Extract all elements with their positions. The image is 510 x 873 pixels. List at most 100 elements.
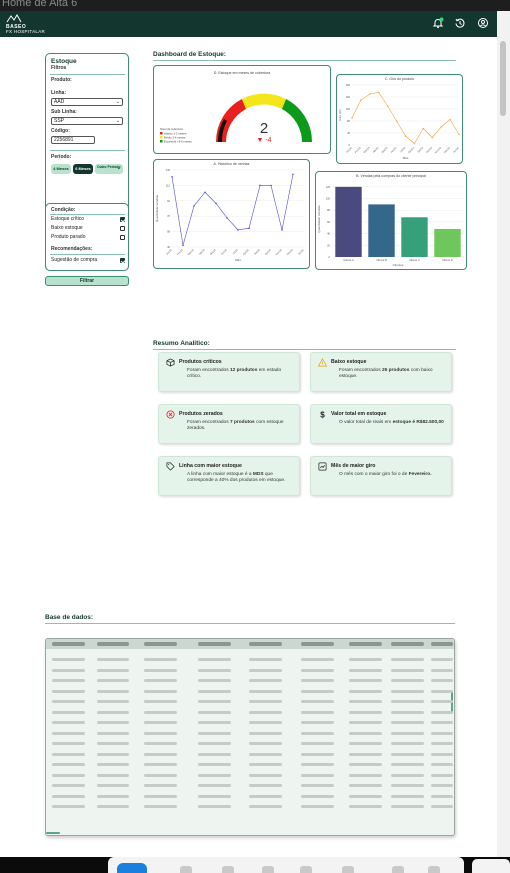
table-row[interactable] [46,658,454,662]
table-row[interactable] [46,721,454,725]
table-header-cell[interactable] [198,642,231,646]
table-row[interactable] [46,731,454,736]
table-row[interactable] [46,700,454,704]
checkbox[interactable] [120,235,125,240]
summary-card-stock-value: $ Valor total em estoque O valor total d… [310,404,452,444]
period-6-months-button[interactable]: 6 Meses [73,164,93,174]
data-point [431,136,434,139]
x-tick-label: Mai/23 [381,146,389,154]
table-row[interactable] [46,742,454,746]
taskbar-app-icon[interactable] [222,866,234,873]
summary-card-low-stock: Baixo estoque Foram encontrados 25 produ… [310,352,452,392]
svg-text:$: $ [320,411,325,419]
history-icon[interactable] [454,17,466,29]
taskbar-app-icon[interactable] [262,866,274,873]
table-row[interactable] [46,784,454,788]
warning-icon [318,358,327,367]
checkbox[interactable] [120,226,125,231]
table-row[interactable] [46,752,454,757]
table-cell [97,794,129,798]
table-cell [349,773,382,777]
taskbar-center [108,857,464,873]
checkbox-checked[interactable] [120,258,125,263]
table-cell [301,794,334,798]
table-cell [431,700,453,703]
table-cell [349,731,382,735]
condition-produto-parado[interactable]: Produto parado [51,234,125,242]
table-header-cell[interactable] [52,642,85,646]
period-4-months-button[interactable]: 4 Meses [51,164,71,174]
table-cell [431,658,453,661]
x-tick-label: Jan/24 [453,146,461,154]
table-cell [249,773,282,777]
filter-panel-subtitle: Filtros [51,65,67,71]
gauge-legend-item: Excelente +5-6 meses [164,139,192,143]
taskbar-app-icon[interactable] [180,866,192,873]
data-point [360,99,362,101]
table-row[interactable] [46,773,454,778]
table-cell [249,710,282,714]
condition-estoque-critico[interactable]: Estoque crítico [51,216,125,224]
summary-card-title: Baixo estoque [331,359,367,365]
taskbar-app-icon[interactable] [428,866,440,873]
condition-baixo-estoque[interactable]: Baixo estoque [51,225,125,233]
client-sales-bar-chart: 0 20 40 60 80 100 120 Cliente A Cliente B Cliente… [317,185,464,267]
table-cell [249,752,282,756]
condition-label: Estoque crítico [51,216,85,222]
table-header-cell[interactable] [431,642,453,646]
table-row[interactable] [46,679,454,683]
table-cell [97,721,129,724]
table-header-cell[interactable] [301,642,334,646]
summary-card-title: Valor total em estoque [331,411,387,417]
table-row[interactable] [46,710,454,715]
linha-select[interactable]: AAD ⌄ [51,98,123,106]
table-cell [52,668,85,672]
data-point [226,217,228,219]
gauge-chart: 2 ▼ -4 Nível de cobertura Abaixo 1-2 mes… [160,93,313,144]
y-tick-label: 20 [327,243,330,247]
summary-card-text: O valor total de reais em estoque é R$82… [339,420,444,425]
taskbar-app-icon[interactable] [392,866,404,873]
divider [50,74,125,75]
sublinha-select[interactable]: SSP ⌄ [51,117,123,125]
x-tick-label: Out/23 [265,248,273,256]
table-header-cell[interactable] [249,642,282,646]
codigo-input[interactable]: 2256891 [51,136,95,144]
taskbar-app-icon[interactable] [342,866,354,873]
start-button-icon[interactable] [117,863,147,873]
taskbar-app-icon[interactable] [300,866,312,873]
user-account-icon[interactable] [477,17,489,29]
summary-card-critical-products: Produtos críticos Foram encontrados 12 p… [158,352,300,392]
table-header-cell[interactable] [391,642,424,646]
table-header-cell[interactable] [97,642,129,646]
table-cell [301,752,334,756]
table-cell [431,773,453,777]
filter-button[interactable]: Filtrar [45,276,129,286]
table-row[interactable] [46,794,454,799]
series-line [171,174,294,246]
page-scrollbar[interactable] [497,11,510,857]
period-other-dropdown[interactable]: Outro Período ⌄ [95,164,123,174]
recommendation-sugestao-compra[interactable]: Sugestão de compra [51,257,125,265]
table-cell [349,689,382,693]
checkbox-checked[interactable] [120,217,125,222]
table-row[interactable] [46,689,454,694]
x-tick-label: Out/23 [426,146,434,154]
table-cell [97,773,129,777]
gauge-segment-yellow [242,93,286,109]
table-row[interactable] [46,805,454,809]
table-cell [391,731,424,735]
table-header-cell[interactable] [144,642,177,646]
table-row[interactable] [46,668,454,673]
summary-card-title: Mês de maior giro [331,463,376,469]
data-table[interactable] [45,638,455,836]
data-point [377,91,380,94]
notification-bell-icon[interactable] [432,17,444,29]
table-header-cell[interactable] [349,642,382,646]
x-tick-label: Fev/23 [176,248,184,256]
table-horizontal-scrollbar[interactable] [46,832,60,834]
table-row[interactable] [46,763,454,767]
table-cell [144,731,177,735]
summary-card-top-line: Linha com maior estoque A linha com maio… [158,456,300,496]
page-scrollbar-thumb[interactable] [500,41,506,116]
